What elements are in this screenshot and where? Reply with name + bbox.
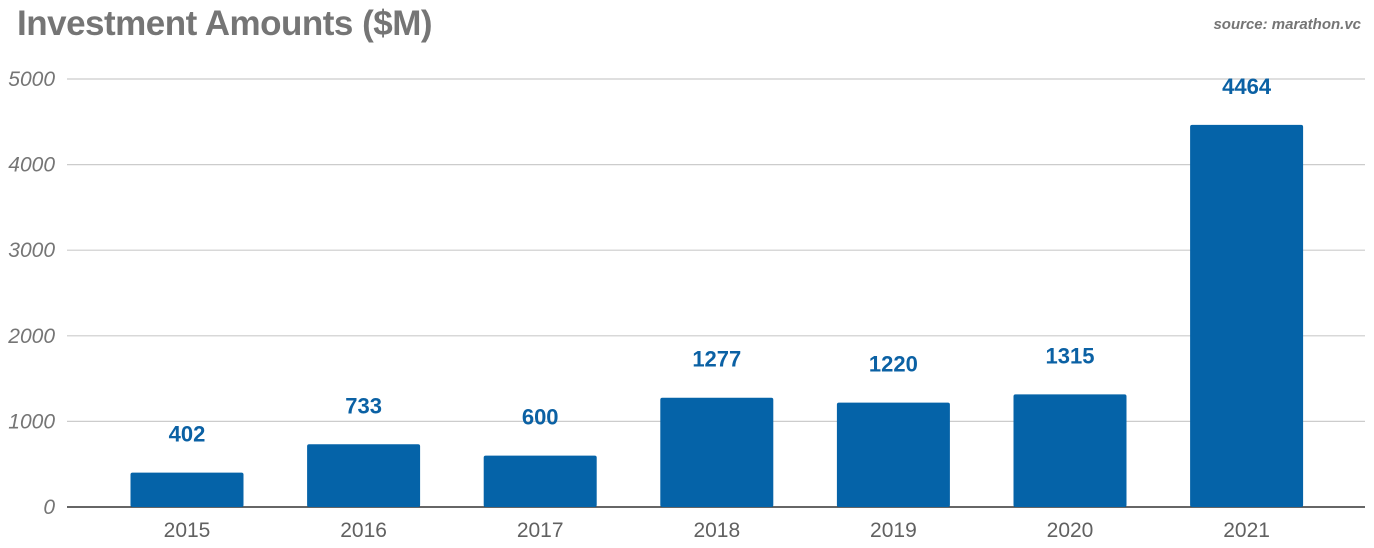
bar-2015 [130, 472, 244, 507]
x-tick-label: 2015 [164, 519, 211, 542]
x-tick-label: 2021 [1223, 519, 1270, 542]
data-label: 1220 [869, 352, 918, 377]
bar-2021 [1190, 124, 1304, 508]
bar-2020 [1013, 394, 1127, 507]
data-label: 1277 [692, 347, 741, 372]
y-tick-label: 5000 [8, 68, 55, 91]
x-tick-label: 2016 [340, 519, 387, 542]
x-tick-label: 2020 [1047, 519, 1094, 542]
x-tick-label: 2017 [517, 519, 564, 542]
data-label: 733 [345, 393, 382, 418]
data-label: 600 [522, 405, 559, 430]
source-note: source: marathon.vc [1213, 16, 1361, 33]
y-tick-label: 1000 [8, 410, 55, 433]
y-tick-label: 0 [43, 496, 55, 519]
bar-2016 [307, 444, 421, 507]
y-tick-label: 3000 [8, 239, 55, 262]
data-label: 1315 [1046, 343, 1095, 368]
bar-2018 [660, 397, 774, 507]
x-tick-label: 2018 [693, 519, 740, 542]
x-tick-label: 2019 [870, 519, 917, 542]
chart-title: Investment Amounts ($M) [17, 4, 433, 43]
bar-2017 [483, 455, 597, 507]
y-tick-label: 4000 [8, 154, 55, 177]
y-tick-label: 2000 [7, 325, 55, 348]
data-label: 402 [169, 422, 206, 447]
data-label: 4464 [1222, 74, 1272, 99]
bar-2019 [836, 402, 950, 507]
